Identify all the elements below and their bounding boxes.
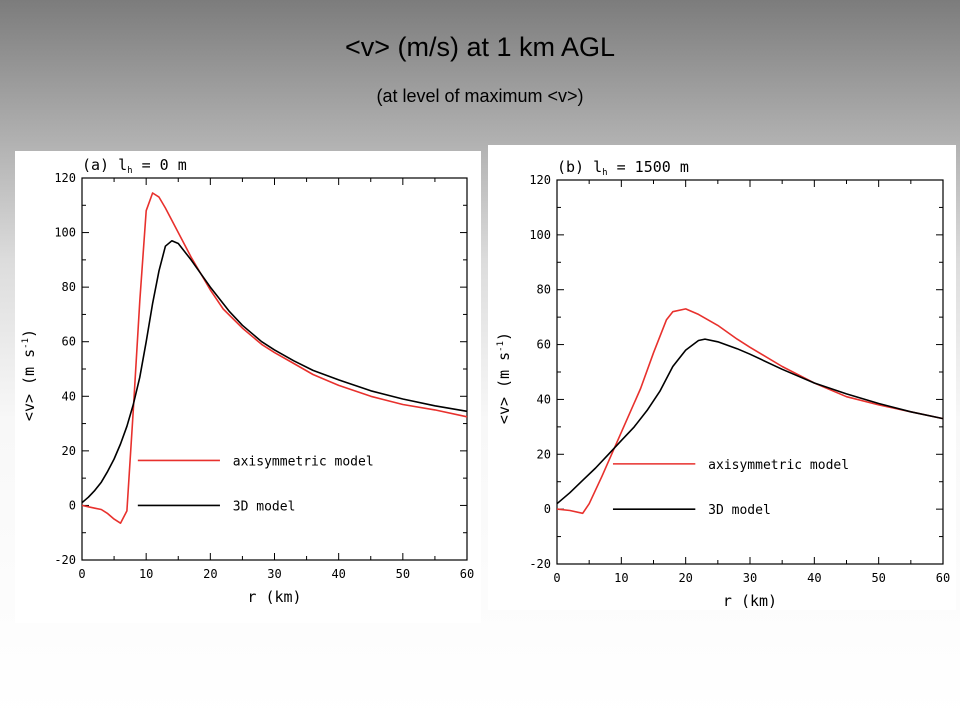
y-tick-label: 120 xyxy=(529,173,551,187)
x-tick-label: 0 xyxy=(553,571,560,585)
series-line-axisymmetric xyxy=(556,308,944,515)
x-tick-label: 20 xyxy=(203,567,217,581)
y-axis-label-superscript: -1 xyxy=(496,341,506,352)
legend-label: 3D model xyxy=(708,503,771,518)
x-tick-label: 40 xyxy=(331,567,345,581)
y-tick-label: 0 xyxy=(544,502,551,516)
y-axis-label-text: <v> (m s xyxy=(20,349,38,421)
panel-label-text: (a) l xyxy=(82,156,127,174)
x-tick-label: 0 xyxy=(78,567,85,581)
chart-panel-b: (b) lh = 1500 m 0 10 20 30 40 50 60 -20 0 20 40 60 80… xyxy=(488,145,956,610)
y-tick-label: 0 xyxy=(69,498,76,512)
y-tick-label: -20 xyxy=(529,557,551,571)
panel-label-value: = 1500 m xyxy=(608,158,689,176)
y-axis-label: <v> (m s-1) xyxy=(495,332,513,424)
y-axis-label-text: <v> (m s xyxy=(495,352,513,424)
slide-subtitle: (at level of maximum <v>) xyxy=(376,86,584,106)
x-tick-label: 10 xyxy=(614,571,628,585)
series-line-axisymmetric xyxy=(81,192,468,525)
x-tick-label: 60 xyxy=(936,571,950,585)
y-tick-label: 100 xyxy=(54,226,76,240)
y-tick-label: 80 xyxy=(537,283,551,297)
chart-b: (b) lh = 1500 m0 10 20 30 40 50 60-20020406080… xyxy=(495,158,950,610)
x-axis-label: r (km) xyxy=(247,588,301,606)
x-tick-label: 50 xyxy=(396,567,410,581)
chart-a: (a) lh = 0 m0 10 20 30 40 50 60-20020406080100… xyxy=(20,156,474,606)
y-tick-label: 20 xyxy=(62,444,76,458)
panel-label-subscript: h xyxy=(602,168,607,178)
x-tick-label: 30 xyxy=(267,567,281,581)
y-tick-label: 100 xyxy=(529,228,551,242)
chart-panel-a: (a) lh = 0 m 0 10 20 30 40 50 60 -20 0 20 40 60 80 100… xyxy=(15,151,481,623)
series-line-3d xyxy=(81,240,468,504)
y-tick-label: 40 xyxy=(537,392,551,406)
y-axis-label-close: ) xyxy=(20,329,38,338)
x-tick-label: 30 xyxy=(743,571,757,585)
legend-label: axisymmetric model xyxy=(233,454,374,469)
x-tick-label: 10 xyxy=(139,567,153,581)
x-tick-label: 60 xyxy=(460,567,474,581)
y-tick-label: -20 xyxy=(54,553,76,567)
y-axis-label-close: ) xyxy=(495,332,513,341)
x-tick-label: 50 xyxy=(871,571,885,585)
panel-label: (b) lh = 1500 m xyxy=(557,158,689,178)
series-line-3d xyxy=(556,338,944,505)
panel-label-subscript: h xyxy=(127,166,132,176)
y-axis-label-superscript: -1 xyxy=(21,338,31,349)
slide-title: <v> (m/s) at 1 km AGL xyxy=(344,32,616,62)
y-tick-label: 60 xyxy=(62,335,76,349)
y-tick-label: 80 xyxy=(62,280,76,294)
panel-label-value: = 0 m xyxy=(133,156,187,174)
panel-label: (a) lh = 0 m xyxy=(82,156,187,176)
y-tick-label: 60 xyxy=(537,338,551,352)
legend-label: 3D model xyxy=(233,499,296,514)
x-tick-label: 40 xyxy=(807,571,821,585)
y-tick-label: 120 xyxy=(54,171,76,185)
x-axis-label: r (km) xyxy=(723,592,777,610)
panel-label-text: (b) l xyxy=(557,158,602,176)
legend-label: axisymmetric model xyxy=(708,458,849,473)
y-tick-label: 40 xyxy=(62,389,76,403)
y-axis-label: <v> (m s-1) xyxy=(20,329,38,421)
y-tick-label: 20 xyxy=(537,447,551,461)
x-tick-label: 20 xyxy=(678,571,692,585)
